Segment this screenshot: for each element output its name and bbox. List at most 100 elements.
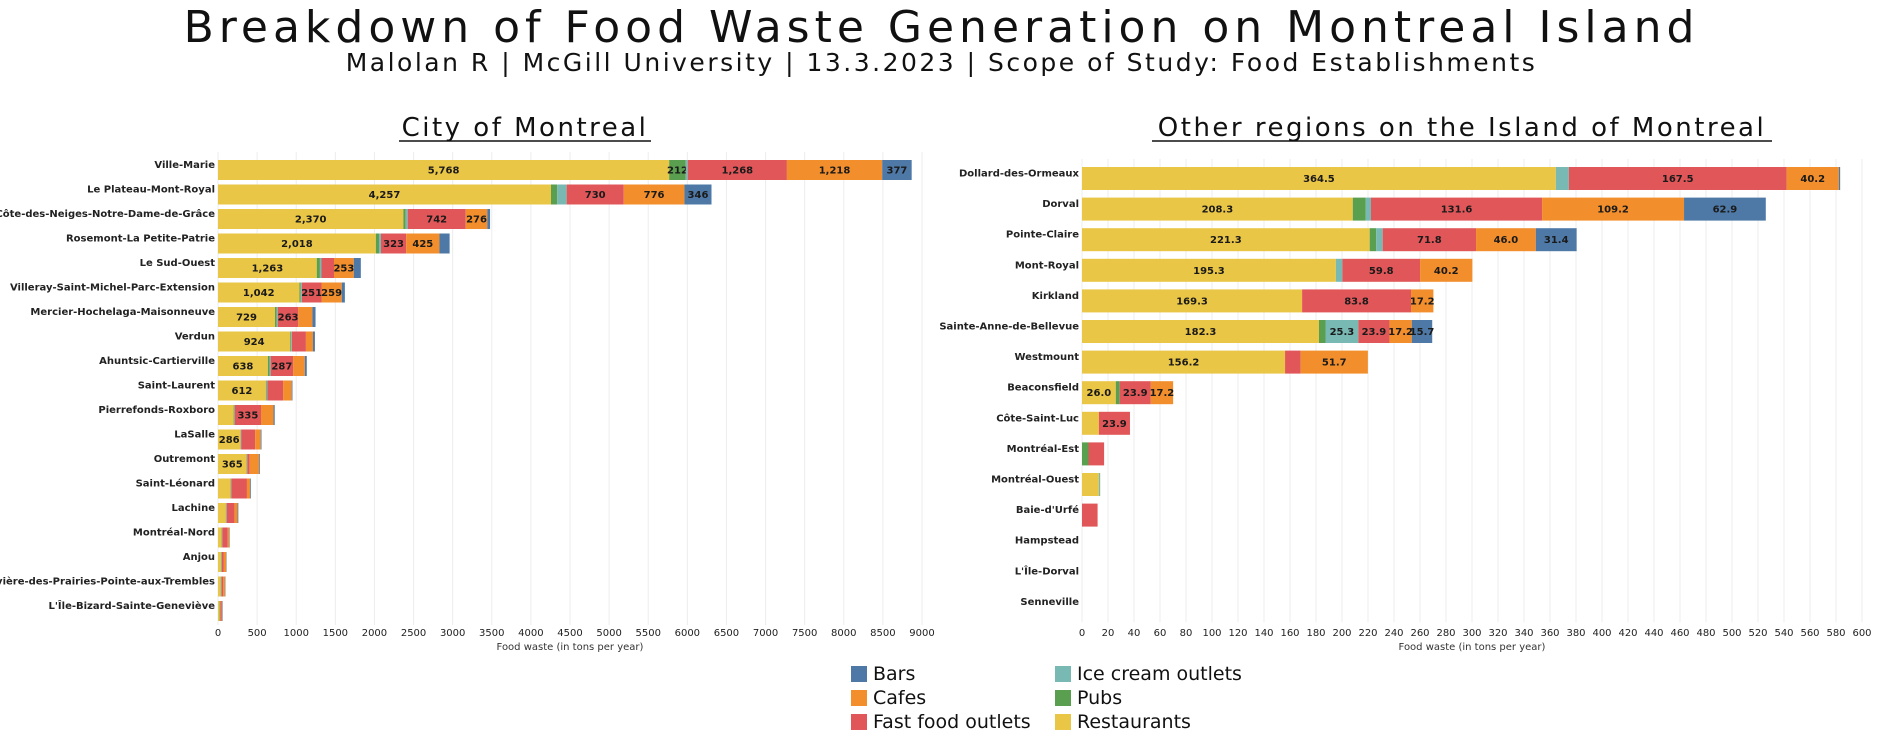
bar-segment-pubs [1352,197,1366,221]
data-label: 62.9 [1713,205,1738,216]
category-label: Rivière-des-Prairies-Pointe-aux-Trembles [0,576,215,588]
legend-swatch [1055,666,1071,682]
legend-swatch [851,666,867,682]
bar-segment-restaurants [218,282,300,303]
category-label: Baie-d'Urfé [1016,504,1079,516]
bar-segment-cafes [283,380,292,401]
x-tick-label: 440 [1644,628,1663,639]
chart-title: Breakdown of Food Waste Generation on Mo… [183,2,1700,53]
data-label: 335 [237,411,258,422]
bar-segment-bars [1411,320,1433,343]
bar-segment-ice-cream-outlets [1335,258,1343,282]
category-label: Beaconsfield [1007,383,1079,394]
legend-label: Bars [873,663,916,685]
bar-segment-ice-cream-outlets [685,160,688,180]
legend-label: Pubs [1077,687,1123,709]
category-label: Hampstead [1015,536,1079,547]
bar-segment-ice-cream-outlets [269,356,271,376]
data-label: 263 [278,313,299,324]
category-label: Kirkland [1032,291,1079,302]
bar-segment-cafes [1476,228,1536,252]
panel-other: Other regions on the Island of Montreal 0… [939,113,1871,653]
bar-segment-restaurants [218,478,231,499]
x-tick-label: 1000 [283,628,308,639]
bar-segment-fast-food-outlets [321,258,335,278]
bar-segment-ice-cream-outlets [291,331,292,352]
bar-segment-cafes [234,503,238,523]
x-tick-label: 9000 [909,628,934,639]
legend-swatch [851,690,867,706]
bar-segment-bars [1684,197,1766,221]
data-label: 169.3 [1176,296,1208,307]
data-label: 212 [667,166,688,177]
bar-segment-restaurants [1082,411,1099,435]
legend: Bars Cafes Fast food outlets Ice cream outl… [851,662,1271,740]
x-tick-label: 5000 [596,628,621,639]
legend-label: Cafes [873,687,927,709]
data-label: 195.3 [1193,266,1225,277]
x-tick-label: 60 [1154,628,1167,639]
bar-segment-cafes [246,478,251,499]
legend-item: Fast food outlets [851,710,1031,734]
x-tick-label: 600 [1852,628,1871,639]
x-tick-label: 7500 [792,628,817,639]
x-tick-label: 560 [1800,628,1819,639]
bar-segment-cafes [249,454,260,474]
x-tick-label: 4500 [557,628,582,639]
x-tick-label: 6000 [675,628,700,639]
bar-segment-fast-food-outlets [231,478,247,499]
x-tick-label: 100 [1202,628,1221,639]
bar-segment-cafes [305,331,313,352]
bar-segment-ice-cream-outlets [276,307,278,327]
x-tick-label: 300 [1462,628,1481,639]
category-label: Montréal-Est [1007,443,1080,455]
bar-segment-restaurants [1082,258,1336,282]
bar-segment-cafes [334,258,354,278]
bar-segment-restaurants [218,331,291,352]
bar-segment-pubs [233,405,235,425]
legend-label: Fast food outlets [873,711,1031,733]
bar-segment-fast-food-outlets [1342,258,1421,282]
data-label: 364.5 [1303,174,1335,185]
data-label: 729 [236,313,257,324]
x-tick-label: 320 [1488,628,1507,639]
x-tick-label: 260 [1410,628,1429,639]
category-label: Outremont [154,454,216,465]
data-label: 5,768 [428,166,460,177]
bar-segment-cafes [261,405,274,425]
data-label: 377 [886,166,907,177]
x-tick-label: 200 [1332,628,1351,639]
category-label: Saint-Laurent [138,381,216,392]
bar-segment-cafes [223,552,227,572]
bar-segment-pubs [403,209,406,229]
legend-label: Restaurants [1077,711,1191,733]
data-label: 730 [585,190,606,201]
data-label: 40.2 [1800,174,1825,185]
bar-segment-ice-cream-outlets [378,233,381,254]
x-tick-label: 8500 [870,628,895,639]
category-label: Westmount [1015,352,1080,363]
x-tick-label: 3000 [440,628,465,639]
panel-city: City of Montreal 0 500 1000 1500 2000 2500 3000… [0,113,935,653]
x-axis-label: Food waste (in tons per year) [497,642,644,653]
bar-segment-fast-food-outlets [270,356,294,376]
bar-segment-pubs [316,258,320,278]
bar-segment-ice-cream-outlets [557,184,567,205]
legend-swatch [1055,690,1071,706]
bar-segment-restaurants [218,552,222,572]
category-label: Villeray-Saint-Michel-Parc-Extension [10,283,215,294]
x-tick-label: 3500 [479,628,504,639]
x-tick-label: 220 [1358,628,1377,639]
category-label: Lachine [172,503,216,514]
data-label: 221.3 [1210,235,1242,246]
chart-subtitle: Malolan R | McGill University | 13.3.202… [345,48,1538,77]
category-label: Mercier-Hochelaga-Maisonneuve [30,307,215,318]
data-label: 638 [233,362,254,373]
data-label: 365 [222,460,243,471]
x-tick-label: 340 [1514,628,1533,639]
bar-segment-fast-food-outlets [1119,381,1151,405]
bar-segment-restaurants [218,527,222,548]
data-label: 1,263 [252,264,284,275]
bar-segment-restaurants [218,601,220,621]
bar-segment-restaurants [218,380,266,401]
